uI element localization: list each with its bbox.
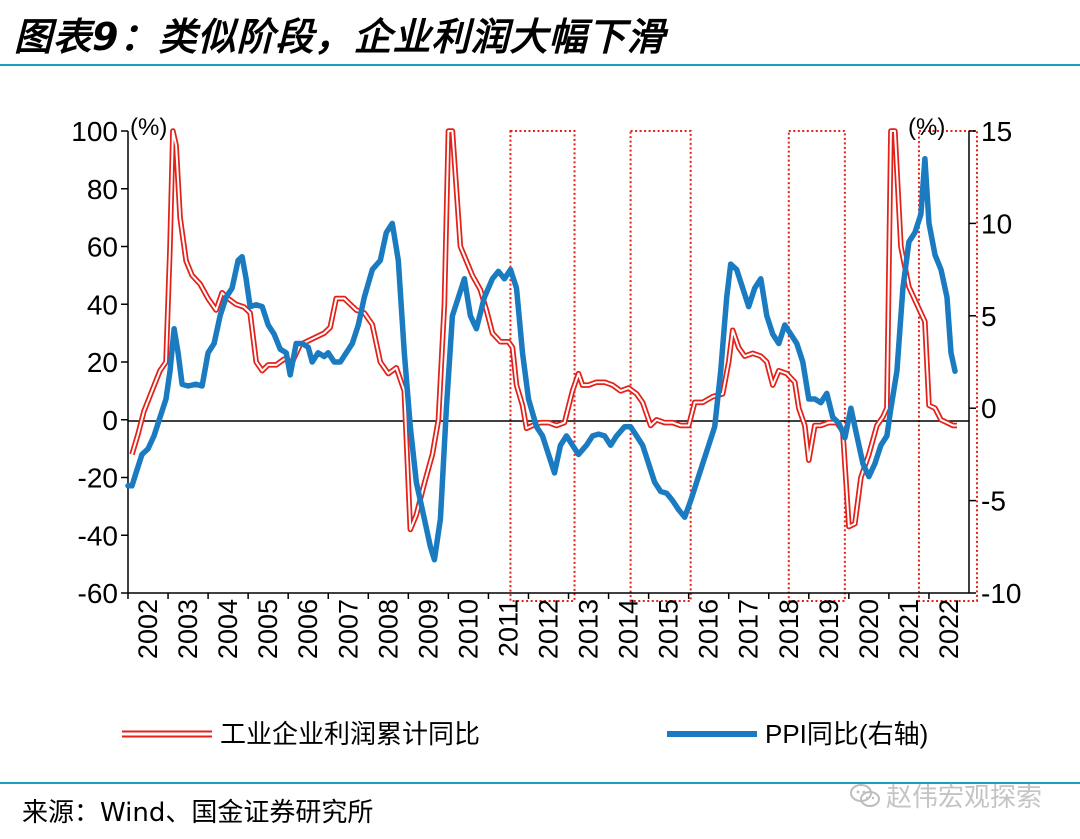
ppi-series-line (125, 155, 958, 563)
x-tick-label: 2013 (574, 599, 604, 659)
x-tick-label: 2021 (894, 599, 924, 659)
right-tick-label: 10 (981, 208, 1012, 239)
wechat-icon (850, 783, 880, 807)
x-tick-label: 2019 (814, 599, 844, 659)
footer-rule (0, 782, 1080, 784)
title-rule (0, 64, 1080, 66)
x-tick-label: 2016 (694, 599, 724, 659)
x-tick-label: 2007 (333, 599, 363, 659)
right-tick-label: -5 (981, 486, 1006, 517)
right-tick-label: -10 (981, 578, 1021, 609)
watermark-text: 赵伟宏观探索 (886, 783, 1043, 813)
left-tick-label: 60 (87, 232, 118, 263)
x-tick-label: 2008 (373, 599, 403, 659)
x-tick-label: 2017 (734, 599, 764, 659)
right-tick-label: 5 (981, 301, 997, 332)
left-tick-label: 100 (71, 116, 118, 147)
highlight-box-3 (787, 130, 846, 602)
x-tick-label: 2002 (133, 599, 163, 659)
figure-title: 图表9：类似阶段，企业利润大幅下滑 (14, 15, 666, 59)
highlight-box-2 (629, 130, 692, 602)
left-tick-label: -40 (78, 520, 118, 551)
left-tick-label: 0 (102, 405, 118, 436)
x-tick-label: 2014 (614, 599, 644, 659)
source-note: 来源：Wind、国金证券研究所 (22, 798, 374, 828)
right-tick-label: 0 (981, 393, 997, 424)
x-tick-label: 2010 (453, 599, 483, 659)
x-tick-label: 2003 (173, 599, 203, 659)
left-tick-label: 80 (87, 174, 118, 205)
left-unit-label: (%) (130, 114, 167, 141)
legend-profit-label: 工业企业利润累计同比 (220, 719, 480, 749)
x-tick-label: 2015 (654, 599, 684, 659)
left-tick-label: 20 (87, 347, 118, 378)
legend-ppi-label: PPI同比(右轴) (765, 719, 928, 749)
x-tick-label: 2004 (213, 599, 243, 659)
x-tick-label: 2018 (774, 599, 804, 659)
watermark: 赵伟宏观探索 (850, 777, 1042, 814)
left-tick-label: -20 (78, 463, 118, 494)
x-tick-label: 2011 (493, 599, 523, 657)
x-tick-label: 2009 (413, 599, 443, 659)
highlight-box-1 (509, 130, 576, 602)
x-tick-label: 2012 (534, 599, 564, 659)
profit-series-line-inner (131, 130, 957, 531)
x-tick-label: 2022 (934, 599, 964, 659)
x-tick-label: 2005 (253, 599, 283, 659)
right-tick-label: 15 (981, 116, 1012, 147)
x-tick-label: 2020 (854, 599, 884, 659)
right-unit-label: (%) (908, 114, 945, 141)
x-tick-label: 2006 (293, 599, 323, 659)
left-tick-label: -60 (78, 578, 118, 609)
left-tick-label: 40 (87, 289, 118, 320)
profit-series-line-outer (129, 128, 957, 533)
highlight-box-4 (917, 130, 979, 602)
legend: 工业企业利润累计同比 PPI同比(右轴) (122, 719, 928, 749)
